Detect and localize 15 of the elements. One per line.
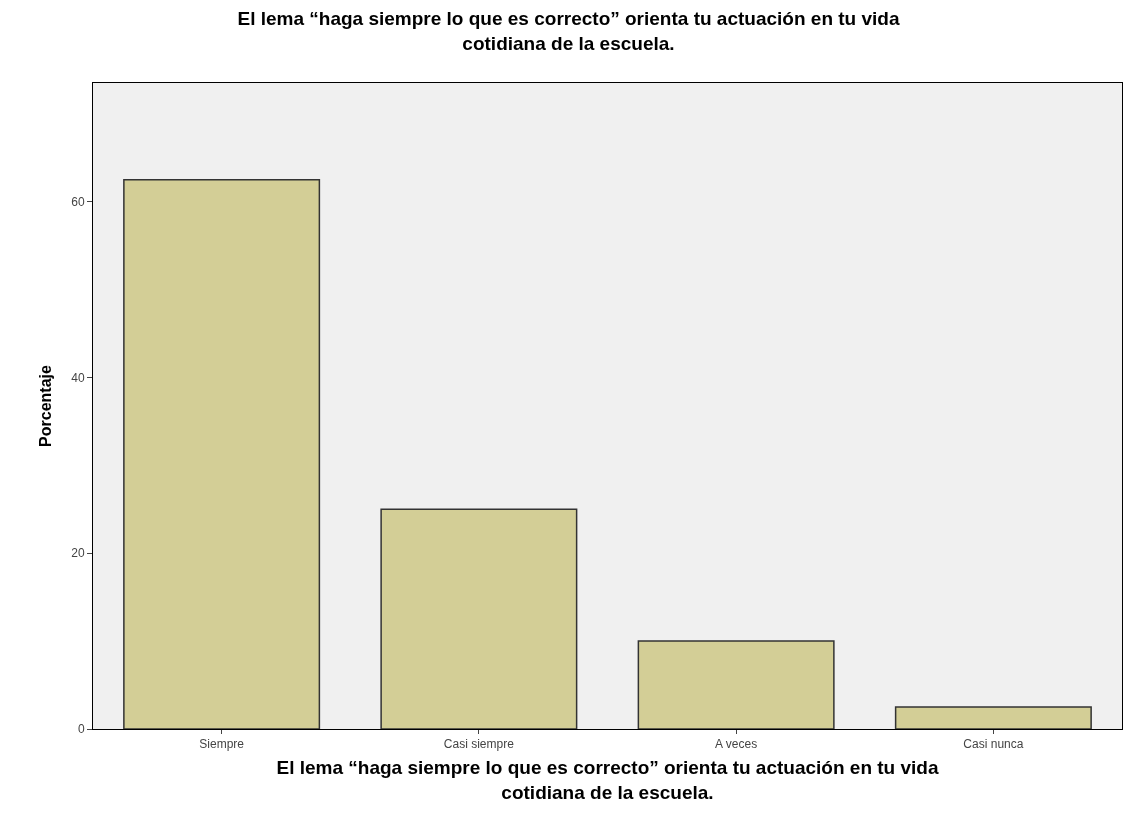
x-tick-label: A veces xyxy=(715,737,758,752)
x-tick-label: Casi siempre xyxy=(443,737,515,752)
bar xyxy=(380,508,578,729)
y-tick-label: 40 xyxy=(71,370,85,385)
y-tick-label: 20 xyxy=(71,546,85,561)
y-tick-label: 60 xyxy=(71,194,85,209)
x-axis-title: El lema “haga siempre lo que es correcto” orienta tu actuación en tu vida cotidiana de la escuela. xyxy=(276,757,939,803)
bar xyxy=(637,640,835,729)
y-axis-title: Porcentaje xyxy=(37,364,55,447)
y-tick-label: 0 xyxy=(77,722,85,737)
bar xyxy=(123,178,321,729)
x-tick-label: Siempre xyxy=(199,737,245,752)
x-tick-label: Casi nunca xyxy=(963,737,1024,752)
bar xyxy=(894,706,1092,729)
chart-title: El lema “haga siempre lo que es correcto” orienta tu actuación en tu vida cotidiana de la escuela. xyxy=(237,7,900,54)
